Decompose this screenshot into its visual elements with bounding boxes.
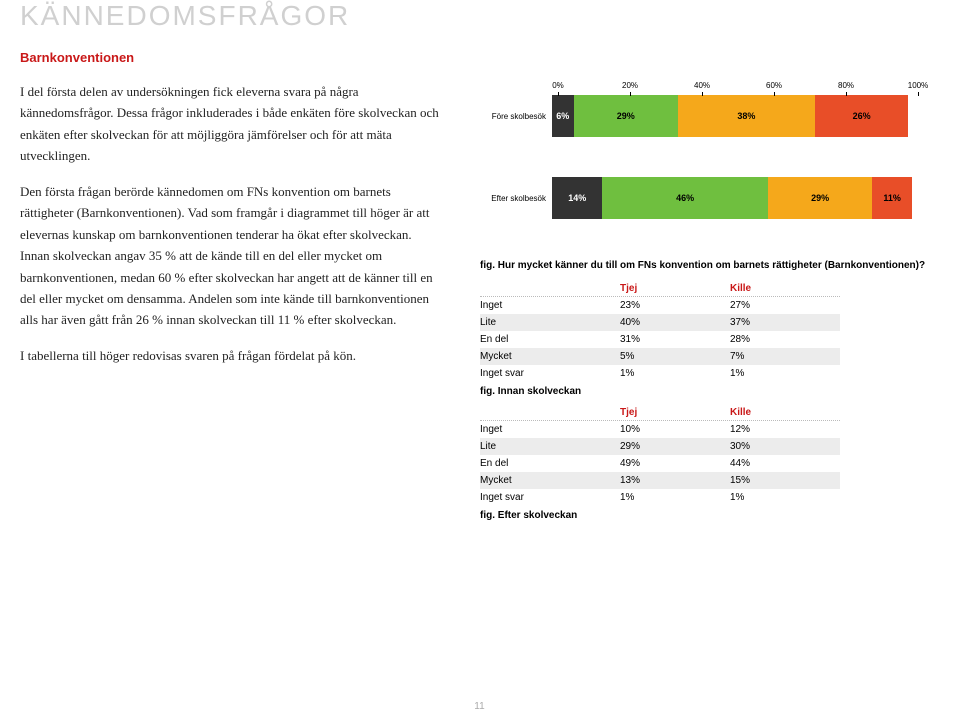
table-cell: En del: [480, 334, 620, 345]
page-title: KÄNNEDOMSFRÅGOR: [20, 0, 939, 32]
bar-segment: 38%: [678, 95, 815, 137]
axis-tick: 20%: [622, 81, 638, 90]
table-row: Mycket5%7%: [480, 348, 840, 365]
stacked-bar: 14%46%29%11%: [552, 177, 912, 219]
table-cell: Lite: [480, 441, 620, 452]
axis-tick: 40%: [694, 81, 710, 90]
paragraph-3: I tabellerna till höger redovisas svaren…: [20, 345, 440, 366]
bar-row-label: Före skolbesök: [480, 112, 552, 121]
table-header-cell: [480, 283, 620, 294]
table-cell: Inget svar: [480, 368, 620, 379]
table-row: Lite40%37%: [480, 314, 840, 331]
table-cell: 49%: [620, 458, 730, 469]
axis-tick: 60%: [766, 81, 782, 90]
table-cell: 1%: [730, 368, 840, 379]
table-header-cell: Tjej: [620, 407, 730, 418]
table-cell: 31%: [620, 334, 730, 345]
table-row: Mycket13%15%: [480, 472, 840, 489]
section-label: Barnkonventionen: [20, 50, 939, 65]
table-cell: Lite: [480, 317, 620, 328]
table-cell: 27%: [730, 300, 840, 311]
right-column: 0%20%40%60%80%100% Före skolbesök6%29%38…: [480, 81, 939, 529]
table-cell: 23%: [620, 300, 730, 311]
table-after: TjejKilleInget10%12%Lite29%30%En del49%4…: [480, 405, 840, 506]
table-cell: Inget: [480, 424, 620, 435]
bar-row: Före skolbesök6%29%38%26%: [480, 95, 939, 137]
table-header-cell: [480, 407, 620, 418]
table-cell: 1%: [620, 368, 730, 379]
page-number: 11: [474, 701, 484, 712]
table-header: TjejKille: [480, 405, 840, 421]
bar-segment: 11%: [872, 177, 912, 219]
table-header: TjejKille: [480, 281, 840, 297]
table-after-label: fig. Efter skolveckan: [480, 510, 939, 521]
table-before-label: fig. Innan skolveckan: [480, 386, 939, 397]
table-cell: Mycket: [480, 475, 620, 486]
table-row: Inget svar1%1%: [480, 365, 840, 382]
left-column: I del första delen av undersökningen fic…: [20, 81, 440, 529]
stacked-bar-chart: 0%20%40%60%80%100% Före skolbesök6%29%38…: [480, 81, 939, 219]
table-cell: 7%: [730, 351, 840, 362]
axis-tick: 80%: [838, 81, 854, 90]
table-row: En del49%44%: [480, 455, 840, 472]
table-cell: Inget: [480, 300, 620, 311]
table-before: TjejKilleInget23%27%Lite40%37%En del31%2…: [480, 281, 840, 382]
figure-caption: fig. Hur mycket känner du till om FNs ko…: [480, 259, 939, 273]
bar-segment: 26%: [815, 95, 909, 137]
table-cell: En del: [480, 458, 620, 469]
bar-row-label: Efter skolbesök: [480, 194, 552, 203]
table-cell: 12%: [730, 424, 840, 435]
table-cell: 29%: [620, 441, 730, 452]
table-cell: 37%: [730, 317, 840, 328]
table-cell: 28%: [730, 334, 840, 345]
bar-segment: 14%: [552, 177, 602, 219]
table-cell: Inget svar: [480, 492, 620, 503]
bar-segment: 29%: [574, 95, 678, 137]
table-header-cell: Tjej: [620, 283, 730, 294]
table-header-cell: Kille: [730, 283, 840, 294]
table-cell: 44%: [730, 458, 840, 469]
stacked-bar: 6%29%38%26%: [552, 95, 912, 137]
table-cell: 5%: [620, 351, 730, 362]
axis-tick: 100%: [908, 81, 928, 90]
table-row: Inget10%12%: [480, 421, 840, 438]
table-cell: 30%: [730, 441, 840, 452]
table-cell: 10%: [620, 424, 730, 435]
bar-segment: 46%: [602, 177, 768, 219]
table-cell: 1%: [620, 492, 730, 503]
bar-segment: 29%: [768, 177, 872, 219]
chart-axis: 0%20%40%60%80%100%: [558, 81, 918, 95]
table-row: En del31%28%: [480, 331, 840, 348]
paragraph-1: I del första delen av undersökningen fic…: [20, 81, 440, 167]
table-cell: 15%: [730, 475, 840, 486]
axis-tick: 0%: [552, 81, 564, 90]
content-columns: I del första delen av undersökningen fic…: [20, 81, 939, 529]
bar-segment: 6%: [552, 95, 574, 137]
table-row: Lite29%30%: [480, 438, 840, 455]
table-cell: 1%: [730, 492, 840, 503]
table-cell: 40%: [620, 317, 730, 328]
bar-row: Efter skolbesök14%46%29%11%: [480, 177, 939, 219]
table-cell: Mycket: [480, 351, 620, 362]
table-cell: 13%: [620, 475, 730, 486]
table-row: Inget svar1%1%: [480, 489, 840, 506]
paragraph-2: Den första frågan berörde kännedomen om …: [20, 181, 440, 331]
table-row: Inget23%27%: [480, 297, 840, 314]
table-header-cell: Kille: [730, 407, 840, 418]
